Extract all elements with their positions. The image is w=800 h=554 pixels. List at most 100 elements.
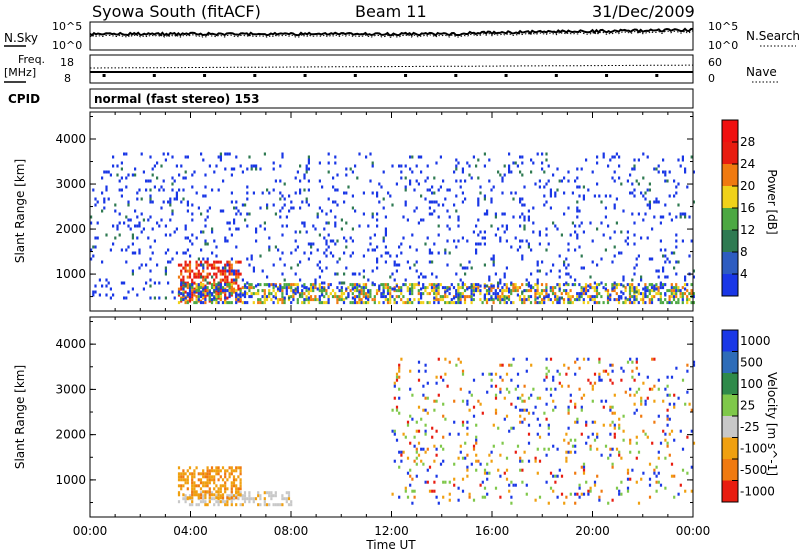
heatmap-cell <box>584 283 588 287</box>
heatmap-cell <box>587 378 590 382</box>
heatmap-cell <box>519 224 522 228</box>
heatmap-cell <box>582 194 585 198</box>
heatmap-cell <box>309 283 313 287</box>
colorbar-tick-label: -100 <box>740 441 767 455</box>
heatmap-cell <box>668 260 671 264</box>
heatmap-cell <box>294 272 297 276</box>
heatmap-cell <box>180 472 183 476</box>
heatmap-cell <box>464 456 467 460</box>
heatmap-cell <box>510 283 513 287</box>
heatmap-cell <box>486 477 489 481</box>
heatmap-cell <box>549 471 553 475</box>
heatmap-cell <box>523 289 526 293</box>
heatmap-cell <box>512 197 515 201</box>
heatmap-cell <box>565 432 568 436</box>
heatmap-cell <box>684 215 687 219</box>
heatmap-cell <box>327 295 330 299</box>
heatmap-cell <box>492 444 495 448</box>
heatmap-cell <box>508 489 511 493</box>
heatmap-cell <box>604 289 607 293</box>
heatmap-cell <box>202 472 205 476</box>
heatmap-cell <box>455 194 458 198</box>
heatmap-cell <box>609 453 612 457</box>
heatmap-cell <box>131 242 134 246</box>
heatmap-cell <box>230 472 233 476</box>
colorbar-tick-label: 16 <box>740 201 755 215</box>
heatmap-cell <box>547 164 550 168</box>
heatmap-cell <box>351 287 354 291</box>
heatmap-cell <box>235 466 238 470</box>
heatmap-cell <box>347 286 350 290</box>
heatmap-cell <box>197 272 200 276</box>
heatmap-cell <box>206 209 209 213</box>
heatmap-cell <box>457 289 460 293</box>
heatmap-cell <box>217 266 220 270</box>
heatmap-cell <box>437 251 440 255</box>
heatmap-cell <box>681 298 684 302</box>
heatmap-cell <box>340 286 343 290</box>
heatmap-cell <box>428 188 431 192</box>
heatmap-cell <box>248 494 251 498</box>
heatmap-cell <box>193 490 196 494</box>
heatmap-cell <box>206 478 209 482</box>
heatmap-cell <box>197 478 200 482</box>
heatmap-cell <box>393 459 396 463</box>
heatmap-cell <box>626 489 630 493</box>
heatmap-cell <box>662 158 665 162</box>
heatmap-cell <box>514 191 517 195</box>
heatmap-cell <box>384 245 387 249</box>
heatmap-cell <box>387 251 390 255</box>
heatmap-cell <box>417 360 421 364</box>
heatmap-cell <box>518 286 522 290</box>
heatmap-cell <box>565 266 568 270</box>
heatmap-cell <box>323 236 326 240</box>
heatmap-cell <box>481 495 484 499</box>
heatmap-cell <box>310 251 313 255</box>
heatmap-cell <box>182 469 185 473</box>
heatmap-cell <box>459 278 462 282</box>
heatmap-cell <box>318 289 321 293</box>
heatmap-cell <box>503 295 506 299</box>
heatmap-cell <box>210 466 214 470</box>
heatmap-cell <box>314 281 317 285</box>
heatmap-cell <box>307 301 310 305</box>
heatmap-cell <box>510 292 513 296</box>
heatmap-cell <box>659 239 662 243</box>
heatmap-cell <box>521 254 524 258</box>
heatmap-cell <box>611 289 614 293</box>
heatmap-cell <box>545 453 548 457</box>
heatmap-cell <box>618 426 621 430</box>
heatmap-cell <box>519 456 522 460</box>
heatmap-cell <box>243 491 247 495</box>
heatmap-cell <box>633 287 636 291</box>
heatmap-cell <box>547 369 550 373</box>
heatmap-cell <box>494 272 497 276</box>
heatmap-cell <box>521 292 524 296</box>
heatmap-cell <box>670 301 673 305</box>
heatmap-cell <box>611 176 614 180</box>
heatmap-cell <box>263 298 266 302</box>
heatmap-cell <box>505 227 508 231</box>
heatmap-cell <box>145 263 148 267</box>
heatmap-cell <box>316 248 319 252</box>
heatmap-cell <box>221 493 225 497</box>
heatmap-cell <box>232 484 236 488</box>
heatmap-cell <box>508 483 511 487</box>
heatmap-cell <box>248 500 251 504</box>
y-tick-label: 1000 <box>55 267 86 281</box>
heatmap-cell <box>640 191 643 195</box>
heatmap-cell <box>554 191 557 195</box>
heatmap-cell <box>653 471 656 475</box>
heatmap-cell <box>459 295 462 299</box>
heatmap-cell <box>466 239 469 243</box>
heatmap-cell <box>483 471 487 475</box>
heatmap-cell <box>169 197 172 201</box>
heatmap-cell <box>391 203 394 207</box>
heatmap-cell <box>437 292 440 296</box>
heatmap-cell <box>569 399 572 403</box>
heatmap-cell <box>404 164 407 168</box>
heatmap-cell <box>497 227 500 231</box>
heatmap-cell <box>578 298 581 302</box>
heatmap-cell <box>483 486 487 490</box>
heatmap-cell <box>648 283 651 287</box>
